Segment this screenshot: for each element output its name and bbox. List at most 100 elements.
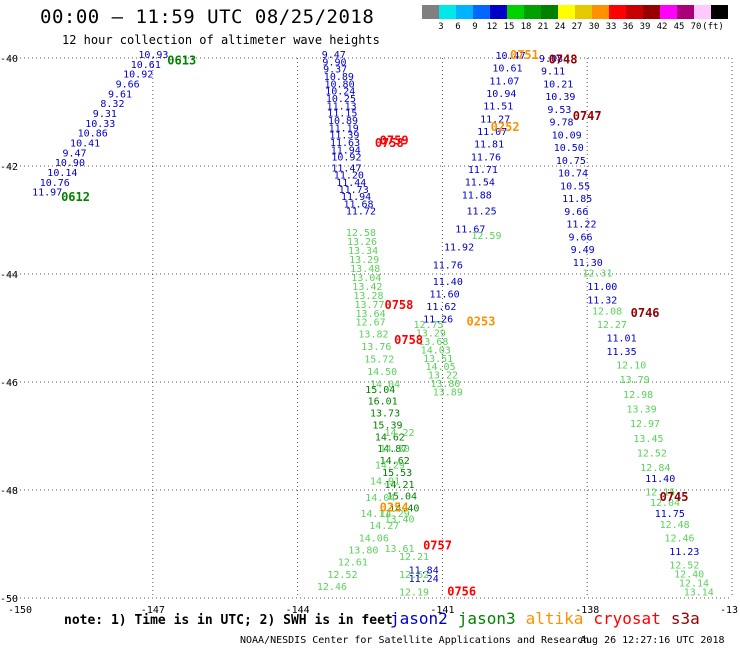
x-tick-label: -150: [8, 605, 32, 616]
satellite-legend-item: cryosat: [593, 609, 661, 628]
pass-time-label: 0756: [447, 584, 476, 598]
lat-lon-grid: [8, 57, 733, 599]
wave-height-value: 10.25: [326, 94, 356, 105]
wave-height-value: 11.72: [346, 207, 376, 218]
pass-time-label: 0758: [394, 333, 423, 347]
wave-height-value: 12.52: [637, 448, 667, 459]
color-swatch: [439, 5, 456, 19]
pass-time-label: 0751: [510, 48, 539, 62]
color-swatch: [677, 5, 694, 19]
wave-height-value: 13.42: [352, 282, 382, 293]
color-scale-bar: [422, 5, 728, 19]
wave-height-value: 12.15: [645, 487, 675, 498]
wave-height-value: 14.62: [380, 456, 410, 467]
color-scale-label: 24: [554, 22, 566, 32]
wave-height-value: 12.59: [471, 231, 501, 242]
wave-height-value: 10.89: [324, 72, 354, 83]
wave-height-value: 12.27: [597, 320, 627, 331]
wave-height-value: 13.48: [350, 264, 380, 275]
y-tick-label: -42: [0, 162, 18, 173]
wave-height-value: 11.15: [327, 109, 357, 120]
wave-height-value: 10.09: [552, 130, 582, 141]
wave-height-value: 12.48: [660, 520, 690, 531]
wave-height-value: 13.39: [627, 404, 657, 415]
wave-height-value: 13.80: [348, 545, 378, 556]
wave-height-value: 13.68: [418, 337, 448, 348]
wave-height-value: 13.40: [384, 514, 414, 525]
y-tick-label: -50: [0, 594, 18, 605]
wave-height-value: 13.79: [620, 375, 650, 386]
wave-height-value: 15.39: [372, 420, 402, 431]
wave-height-value: 11.84: [409, 566, 439, 577]
wave-height-value: 12.14: [679, 578, 709, 589]
wave-height-value: 12.84: [640, 463, 670, 474]
wave-height-value: 9.49: [571, 245, 595, 256]
wave-height-value: 10.74: [558, 169, 588, 180]
pass-time-label: 0748: [549, 52, 578, 66]
wave-height-value: 14.06: [359, 533, 389, 544]
wave-height-value: 11.07: [489, 76, 519, 87]
wave-height-value: 11.67: [455, 225, 485, 236]
color-scale-label: 3: [438, 22, 444, 32]
wave-height-value: 10.33: [85, 119, 115, 130]
wave-height-value: 11.85: [562, 194, 592, 205]
wave-height-value: 10.61: [131, 60, 161, 71]
wave-height-value: 12.61: [338, 558, 368, 569]
wave-height-value: 10.90: [55, 158, 85, 169]
wave-height-value: 11.94: [331, 145, 361, 156]
wave-height-value: 11.00: [587, 282, 617, 293]
wave-height-value: 14.27: [369, 521, 399, 532]
wave-height-value: 11.23: [669, 547, 699, 558]
pass-time-label: 0758: [375, 136, 404, 150]
wave-height-value: 9.11: [541, 67, 565, 78]
wave-height-value: 11.63: [330, 138, 360, 149]
wave-height-value: 13.82: [358, 330, 388, 341]
wave-height-value: 14.30: [380, 444, 410, 455]
wave-height-value: 11.07: [477, 127, 507, 138]
wave-height-value: 12.46: [664, 533, 694, 544]
wave-height-value: 11.76: [433, 261, 463, 272]
wave-height-value: 13.73: [370, 409, 400, 420]
wave-height-value: 11.25: [467, 207, 497, 218]
wave-height-value: 13.22: [428, 371, 458, 382]
wave-height-value: 9.66: [564, 207, 588, 218]
wave-height-value: 14.21: [384, 480, 414, 491]
wave-height-value: 12.98: [623, 390, 653, 401]
color-scale-label: 30: [588, 22, 600, 32]
wave-height-value: 12.75: [413, 320, 443, 331]
wave-height-value: 10.41: [70, 139, 100, 150]
wave-height-value: 10.21: [543, 79, 573, 90]
wave-height-value: 12.19: [399, 587, 429, 598]
wave-height-value: 10.50: [554, 143, 584, 154]
wave-height-value: 12.10: [616, 361, 646, 372]
color-scale-label: 42: [656, 22, 668, 32]
wave-height-value: 12.62: [399, 570, 429, 581]
wave-height-value: 9.37: [323, 65, 347, 76]
color-swatch: [507, 5, 524, 19]
y-tick-label: -40: [0, 54, 18, 65]
wave-height-value: 13.45: [633, 434, 663, 445]
wave-height-value: 9.47: [322, 50, 346, 61]
wave-height-value: 15.04: [387, 492, 417, 503]
wave-height-value: 13.64: [356, 309, 386, 320]
wave-height-value: 11.19: [329, 123, 359, 134]
satellite-legend-item: jason3: [457, 609, 516, 628]
wave-height-value: 9.90: [322, 57, 346, 68]
wave-height-value: 10.76: [40, 178, 70, 189]
wave-height-value: 11.76: [471, 152, 501, 163]
color-swatch: [609, 5, 626, 19]
wave-height-value: 9.47: [62, 148, 86, 159]
pass-time-label: 0759: [380, 133, 409, 147]
wave-height-value: 13.34: [348, 246, 378, 257]
wave-height-value: 12.52: [669, 560, 699, 571]
wave-height-value: 13.29: [416, 328, 446, 339]
color-swatch: [456, 5, 473, 19]
color-scale-label: 36: [622, 22, 634, 32]
color-scale-label: 33: [605, 22, 617, 32]
wave-height-value: 14.04: [370, 379, 400, 390]
wave-height-value: 12.31: [582, 269, 612, 280]
wave-height-value: 11.27: [480, 114, 510, 125]
wave-height-value: 10.86: [78, 129, 108, 140]
wave-height-value: 11.30: [573, 258, 603, 269]
wave-height-value: 9.78: [549, 118, 573, 129]
